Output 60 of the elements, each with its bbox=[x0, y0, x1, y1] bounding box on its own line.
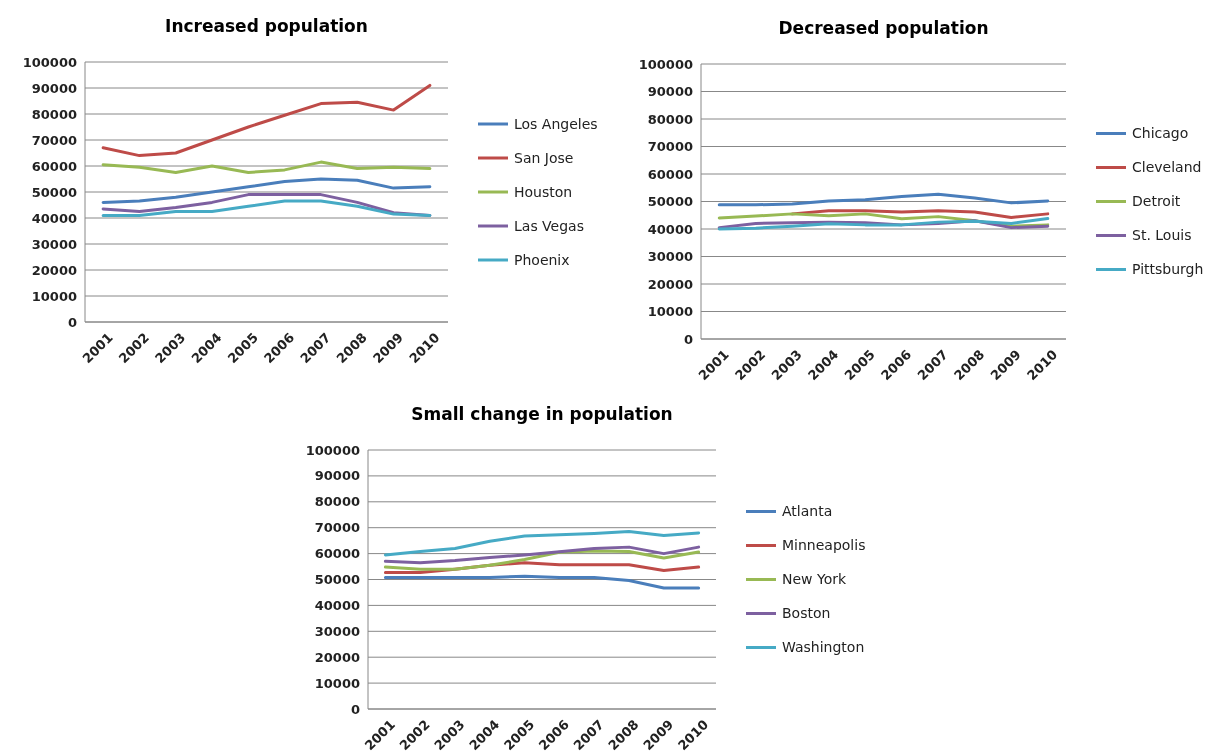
y-tick-label: 70000 bbox=[647, 139, 693, 155]
y-tick-label: 10000 bbox=[647, 304, 693, 320]
line-series bbox=[101, 199, 432, 217]
y-tick-label: 80000 bbox=[647, 111, 693, 127]
line-series bbox=[383, 574, 701, 590]
y-tick-label: 90000 bbox=[314, 468, 360, 484]
y-tick-label: 90000 bbox=[647, 84, 693, 100]
legend-label: Atlanta bbox=[782, 503, 833, 520]
legend-label: San Jose bbox=[514, 149, 574, 166]
legend-label: Pittsburgh bbox=[1132, 261, 1204, 278]
legend-label: Houston bbox=[514, 183, 573, 200]
y-tick-label: 50000 bbox=[647, 194, 693, 210]
y-tick-label: 100000 bbox=[22, 54, 77, 70]
y-tick-label: 50000 bbox=[31, 184, 77, 200]
legend-label: Detroit bbox=[1132, 193, 1181, 210]
y-tick-label: 80000 bbox=[314, 494, 360, 510]
y-tick-label: 40000 bbox=[647, 221, 693, 237]
y-tick-label: 20000 bbox=[31, 262, 77, 278]
y-tick-label: 20000 bbox=[314, 649, 360, 665]
legend-label: Washington bbox=[782, 639, 865, 656]
y-tick-label: 0 bbox=[67, 314, 77, 330]
line-series bbox=[383, 530, 701, 557]
legend-label: Las Vegas bbox=[514, 217, 584, 234]
y-tick-label: 80000 bbox=[31, 106, 77, 122]
y-tick-label: 70000 bbox=[314, 520, 360, 536]
y-tick-label: 40000 bbox=[314, 597, 360, 613]
y-tick-label: 100000 bbox=[638, 56, 693, 72]
y-tick-label: 10000 bbox=[31, 288, 77, 304]
legend-label: New York bbox=[782, 571, 847, 588]
y-tick-label: 30000 bbox=[314, 623, 360, 639]
chart-title: Decreased population bbox=[778, 18, 989, 38]
y-tick-label: 30000 bbox=[647, 249, 693, 265]
line-series bbox=[717, 192, 1050, 207]
y-tick-label: 60000 bbox=[314, 546, 360, 562]
y-tick-label: 20000 bbox=[647, 276, 693, 292]
y-tick-label: 100000 bbox=[305, 442, 360, 458]
line-series bbox=[383, 549, 701, 571]
legend-label: Los Angeles bbox=[514, 115, 598, 132]
legend-label: Phoenix bbox=[514, 251, 570, 268]
line-series bbox=[101, 83, 432, 158]
y-tick-label: 40000 bbox=[31, 210, 77, 226]
y-tick-label: 90000 bbox=[31, 80, 77, 96]
y-tick-label: 0 bbox=[350, 701, 360, 717]
y-tick-label: 60000 bbox=[31, 158, 77, 174]
legend-label: Chicago bbox=[1132, 125, 1189, 142]
legend-label: Cleveland bbox=[1132, 159, 1202, 176]
y-tick-label: 70000 bbox=[31, 132, 77, 148]
legend-label: Minneapolis bbox=[782, 537, 866, 554]
y-tick-label: 50000 bbox=[314, 572, 360, 588]
chart-title: Small change in population bbox=[411, 404, 673, 424]
legend-label: Boston bbox=[782, 605, 831, 622]
y-tick-label: 0 bbox=[683, 331, 693, 347]
line-series bbox=[383, 545, 701, 565]
y-tick-label: 60000 bbox=[647, 166, 693, 182]
line-series bbox=[101, 160, 432, 174]
line-series bbox=[101, 177, 432, 204]
y-tick-label: 10000 bbox=[314, 675, 360, 691]
chart-title: Increased population bbox=[165, 16, 368, 36]
y-tick-label: 30000 bbox=[31, 236, 77, 252]
legend-label: St. Louis bbox=[1132, 227, 1192, 244]
